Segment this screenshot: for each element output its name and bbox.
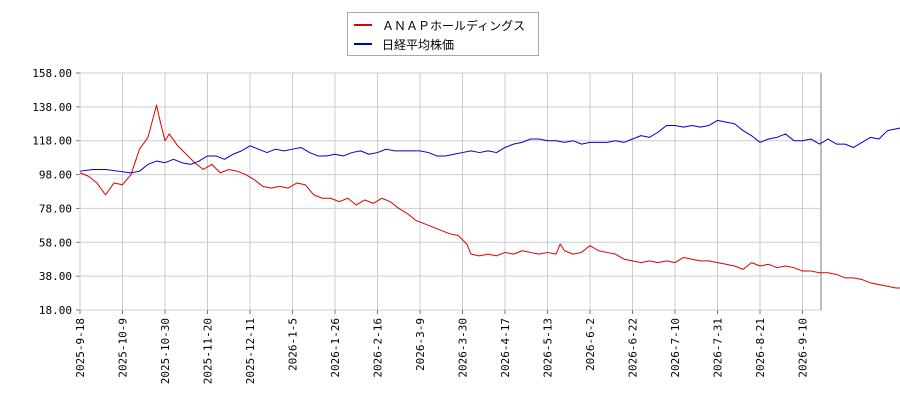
- x-tick-label: 2026-5-13: [542, 318, 555, 378]
- x-tick-labels: 2025-9-18 2025-10-9 2025-10-30 2025-11-20 20…: [74, 318, 810, 384]
- y-tick-label: 98.00: [39, 169, 72, 182]
- y-tick-labels: 158.00 138.00 118.00 98.00 78.00 58.00 38.00 18…: [32, 67, 72, 317]
- x-tick-label: 2025-11-20: [202, 318, 215, 384]
- x-tick-label: 2026-7-10: [669, 318, 682, 378]
- x-tick-label: 2025-10-9: [117, 318, 130, 378]
- plot-area: [79, 72, 822, 311]
- x-tick-label: 2025-10-30: [159, 318, 172, 384]
- series-line-nikkei: [79, 119, 900, 174]
- y-tick-label: 118.00: [32, 135, 72, 148]
- y-tick-label: 38.00: [39, 270, 72, 283]
- x-tick-label: 2026-3-30: [457, 318, 470, 378]
- legend-label-nikkei: 日経平均株価: [382, 37, 455, 52]
- y-gridlines: [76, 72, 821, 311]
- x-tick-label: 2026-1-5: [287, 318, 300, 371]
- series-lines: [79, 104, 900, 289]
- x-tick-label: 2026-1-26: [329, 318, 342, 378]
- x-tick-label: 2025-12-11: [244, 318, 257, 384]
- x-tick-label: 2026-2-16: [372, 318, 385, 378]
- x-tick-label: 2026-9-10: [797, 318, 810, 378]
- x-tick-label: 2026-3-9: [414, 318, 427, 371]
- y-tick-label: 78.00: [39, 202, 72, 215]
- x-gridlines: [79, 73, 803, 314]
- series-line-anap: [79, 104, 900, 289]
- y-tick-label: 138.00: [32, 101, 72, 114]
- y-tick-label: 18.00: [39, 304, 72, 317]
- x-tick-label: 2026-6-2: [584, 318, 597, 371]
- legend-swatch-red: [354, 24, 372, 26]
- y-tick-label: 58.00: [39, 236, 72, 249]
- legend-label-anap: ＡＮＡＰホールディングス: [382, 18, 526, 33]
- legend-swatch-blue: [354, 43, 372, 45]
- legend: ＡＮＡＰホールディングス 日経平均株価: [347, 12, 539, 56]
- legend-item-anap: ＡＮＡＰホールディングス: [354, 16, 525, 34]
- x-tick-label: 2026-8-21: [754, 318, 767, 378]
- x-tick-label: 2026-7-31: [712, 318, 725, 378]
- x-tick-label: 2025-9-18: [74, 318, 87, 378]
- legend-item-nikkei: 日経平均株価: [354, 35, 454, 53]
- y-tick-label: 158.00: [32, 67, 72, 80]
- x-tick-label: 2026-4-17: [499, 318, 512, 378]
- x-tick-label: 2026-6-22: [627, 318, 640, 378]
